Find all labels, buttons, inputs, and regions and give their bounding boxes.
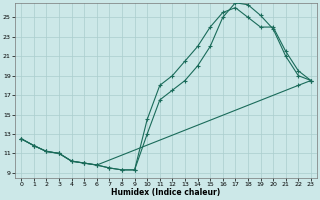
X-axis label: Humidex (Indice chaleur): Humidex (Indice chaleur): [111, 188, 221, 197]
